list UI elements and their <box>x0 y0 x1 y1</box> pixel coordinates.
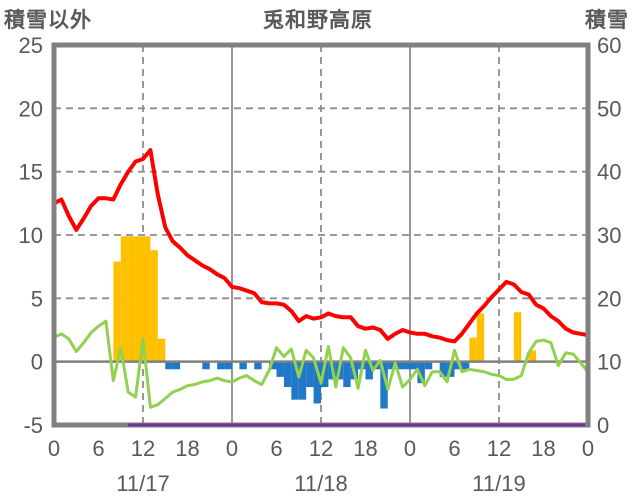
blue-bar <box>395 361 403 370</box>
orange-bar <box>120 236 129 362</box>
blue-bar <box>365 361 373 380</box>
blue-bar <box>291 361 299 400</box>
hour-tick-label: 6 <box>92 436 104 461</box>
left-axis-tick-label: 10 <box>19 223 43 248</box>
left-axis-tick-label: 20 <box>19 96 43 121</box>
left-axis-tick-label: 25 <box>19 33 43 58</box>
right-axis-tick-label: 40 <box>597 160 621 185</box>
blue-bar <box>380 361 388 409</box>
blue-bar <box>343 361 351 387</box>
blue-bar <box>461 361 470 370</box>
blue-bar <box>439 361 448 377</box>
orange-bar <box>128 236 136 362</box>
left-axis-title: 積雪以外 <box>4 9 92 32</box>
blue-bar <box>321 361 329 387</box>
hour-tick-label: 18 <box>175 436 199 461</box>
orange-bar <box>476 313 485 362</box>
left-axis-tick-label: 15 <box>19 160 43 185</box>
hour-tick-label: 12 <box>131 436 155 461</box>
left-axis-tick-label: 5 <box>31 286 43 311</box>
orange-bar <box>113 261 121 362</box>
right-axis-title: 積雪 <box>585 9 629 32</box>
blue-bar <box>387 361 396 370</box>
hour-tick-label: 18 <box>531 436 555 461</box>
red-line-series <box>52 148 590 344</box>
right-axis-tick-label: 30 <box>597 223 621 248</box>
blue-bar <box>306 361 314 387</box>
hour-tick-label: 6 <box>448 436 460 461</box>
blue-bar <box>283 361 292 387</box>
date-label: 11/18 <box>294 471 347 496</box>
right-axis-tick-label: 10 <box>597 350 621 375</box>
blue-bar <box>276 361 284 377</box>
blue-bar <box>313 361 321 404</box>
blue-bar <box>254 361 262 370</box>
right-axis-tick-label: 20 <box>597 286 621 311</box>
hour-tick-label: 18 <box>353 436 377 461</box>
blue-bar <box>402 361 410 370</box>
blue-bar <box>417 361 425 384</box>
right-axis-tick-label: 50 <box>597 96 621 121</box>
blue-bar <box>298 361 307 400</box>
blue-bar <box>224 361 232 370</box>
date-label: 11/19 <box>472 471 525 496</box>
hour-tick-label: 0 <box>226 436 238 461</box>
blue-bar <box>165 361 173 370</box>
hour-tick-label: 0 <box>582 436 594 461</box>
blue-bar <box>269 361 277 370</box>
left-axis-tick-label: -5 <box>23 413 43 438</box>
right-axis-tick-label: 60 <box>597 33 621 58</box>
blue-bar <box>410 361 418 370</box>
orange-bar <box>528 350 537 362</box>
hour-tick-label: 12 <box>309 436 333 461</box>
left-axis-tick-label: 0 <box>31 350 43 375</box>
hour-tick-label: 0 <box>48 436 60 461</box>
hour-tick-label: 6 <box>270 436 282 461</box>
orange-bar <box>135 236 143 362</box>
blue-bar <box>172 361 181 370</box>
right-axis-tick-label: 0 <box>597 413 609 438</box>
hour-tick-label: 12 <box>487 436 511 461</box>
orange-bar <box>150 250 158 362</box>
orange-bar <box>157 338 166 362</box>
blue-bar <box>239 361 247 370</box>
green-line-series <box>52 319 590 409</box>
hour-tick-label: 0 <box>404 436 416 461</box>
blue-bar <box>217 361 225 370</box>
orange-bar <box>469 337 477 362</box>
blue-bar <box>424 361 433 370</box>
orange-bar <box>513 312 522 362</box>
date-label: 11/17 <box>116 471 169 496</box>
blue-bar <box>202 361 210 370</box>
chart-title: 兎和野高原 <box>263 9 373 32</box>
orange-bar <box>143 236 151 362</box>
